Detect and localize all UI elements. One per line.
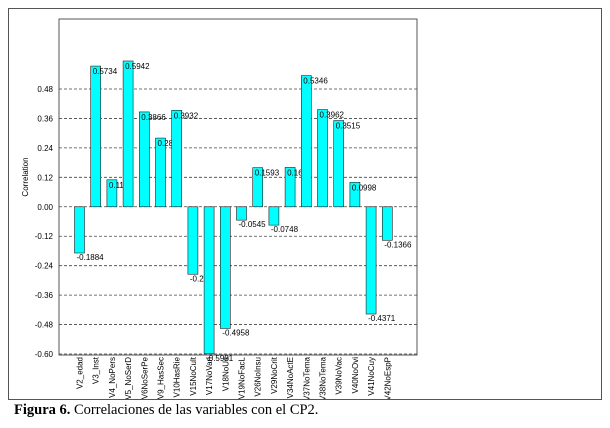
bar bbox=[284, 167, 296, 208]
data-label: 0.3932 bbox=[174, 111, 199, 120]
figure-frame: 0.48 0.36 0.24 0.12 0.00 -0.12 -0.24 -0.36 -0.48… bbox=[8, 8, 602, 400]
x-tick-label: V26NoInsu bbox=[254, 357, 263, 397]
x-tick-label: V40NoOvi bbox=[351, 357, 360, 394]
data-label: 0.3962 bbox=[320, 111, 345, 120]
bar bbox=[220, 206, 231, 329]
y-tick-label: 0.48 bbox=[37, 85, 53, 94]
bar bbox=[268, 206, 280, 226]
x-tick-label: V39NoVac bbox=[335, 357, 344, 395]
y-tick-label: -0.12 bbox=[35, 232, 54, 241]
bar bbox=[252, 167, 263, 208]
data-label: -0.0748 bbox=[271, 225, 299, 234]
bar bbox=[74, 206, 85, 254]
y-tick-label: -0.48 bbox=[35, 321, 54, 330]
x-tick-label: V34NoActE bbox=[286, 357, 295, 398]
data-label: 0.11 bbox=[109, 181, 125, 190]
bar bbox=[122, 60, 134, 208]
x-tick-label: V2_edad bbox=[76, 357, 85, 389]
y-tick-label: -0.24 bbox=[35, 262, 54, 271]
x-tick-label: V38NoTema bbox=[319, 356, 328, 399]
x-tick-label: V42NoEspP bbox=[383, 357, 392, 399]
figure-caption: Figura 6. Correlaciones de las variables… bbox=[14, 402, 318, 419]
y-tick-label: 0.36 bbox=[37, 114, 53, 123]
x-tick-label: V15NoCult bbox=[189, 356, 198, 395]
data-label: 0.1604 bbox=[287, 168, 312, 177]
data-label: 0.5346 bbox=[303, 77, 328, 86]
caption-text: Correlaciones de las variables con el CP… bbox=[74, 402, 319, 418]
data-label: 0.0998 bbox=[352, 183, 377, 192]
x-tick-label: V18NoUs bbox=[221, 357, 230, 391]
bar bbox=[365, 206, 377, 315]
bar bbox=[333, 120, 345, 208]
data-label: 0.5734 bbox=[93, 67, 118, 76]
x-tick-label: V10HasRie bbox=[173, 356, 182, 397]
y-tick-label: 0.12 bbox=[37, 173, 53, 182]
bar bbox=[90, 65, 101, 208]
y-tick-label: 0.00 bbox=[37, 203, 53, 212]
y-tick-label: -0.60 bbox=[35, 350, 54, 359]
x-tick-label: V9_HasSec bbox=[157, 357, 166, 399]
data-label: -0.5991 bbox=[206, 354, 234, 363]
data-label: -0.0545 bbox=[239, 220, 267, 229]
bar bbox=[349, 181, 361, 208]
bar bbox=[155, 137, 166, 208]
bar bbox=[187, 206, 199, 275]
x-tick-label: V3_Inst bbox=[92, 356, 101, 384]
data-label: -0.4371 bbox=[368, 314, 396, 323]
data-label: 0.5942 bbox=[125, 62, 150, 71]
y-tick-label: -0.36 bbox=[35, 291, 54, 300]
caption-label: Figura 6. bbox=[14, 402, 71, 418]
bar bbox=[171, 109, 182, 208]
bar bbox=[139, 111, 150, 208]
x-tick-label: V6NoSerPe bbox=[140, 356, 149, 399]
plot-border bbox=[58, 18, 418, 356]
y-axis-title: Correlation bbox=[21, 157, 30, 196]
x-tick-label: V37NoTema bbox=[302, 356, 311, 399]
data-label: 0.3866 bbox=[141, 113, 166, 122]
x-tick-label: V19NoFacL bbox=[238, 356, 247, 399]
data-label: -0.1366 bbox=[384, 240, 412, 249]
data-label: 0.3515 bbox=[336, 122, 361, 131]
x-tick-label: V41NoCuy bbox=[367, 357, 376, 396]
bar bbox=[381, 206, 393, 241]
bar bbox=[236, 206, 247, 221]
x-tick-label: V29NoCrit bbox=[270, 356, 279, 394]
data-label: 0.1593 bbox=[255, 169, 280, 178]
bar bbox=[300, 75, 312, 208]
correlation-bar-chart: 0.48 0.36 0.24 0.12 0.00 -0.12 -0.24 -0.36 -0.48… bbox=[21, 18, 418, 399]
x-tick-label: V17NoVari bbox=[205, 357, 214, 395]
x-tick-label: V4_NoPers bbox=[108, 357, 117, 398]
y-tick-label: 0.24 bbox=[37, 144, 53, 153]
bar bbox=[317, 109, 328, 208]
data-label: -0.1884 bbox=[77, 253, 105, 262]
x-tick-label: V5_NoSerD bbox=[124, 357, 133, 399]
data-label: 0.28 bbox=[158, 139, 174, 148]
bar bbox=[106, 179, 118, 208]
bar bbox=[203, 206, 215, 355]
data-label: -0.4958 bbox=[222, 328, 250, 337]
data-label: -0.275 bbox=[190, 274, 213, 283]
